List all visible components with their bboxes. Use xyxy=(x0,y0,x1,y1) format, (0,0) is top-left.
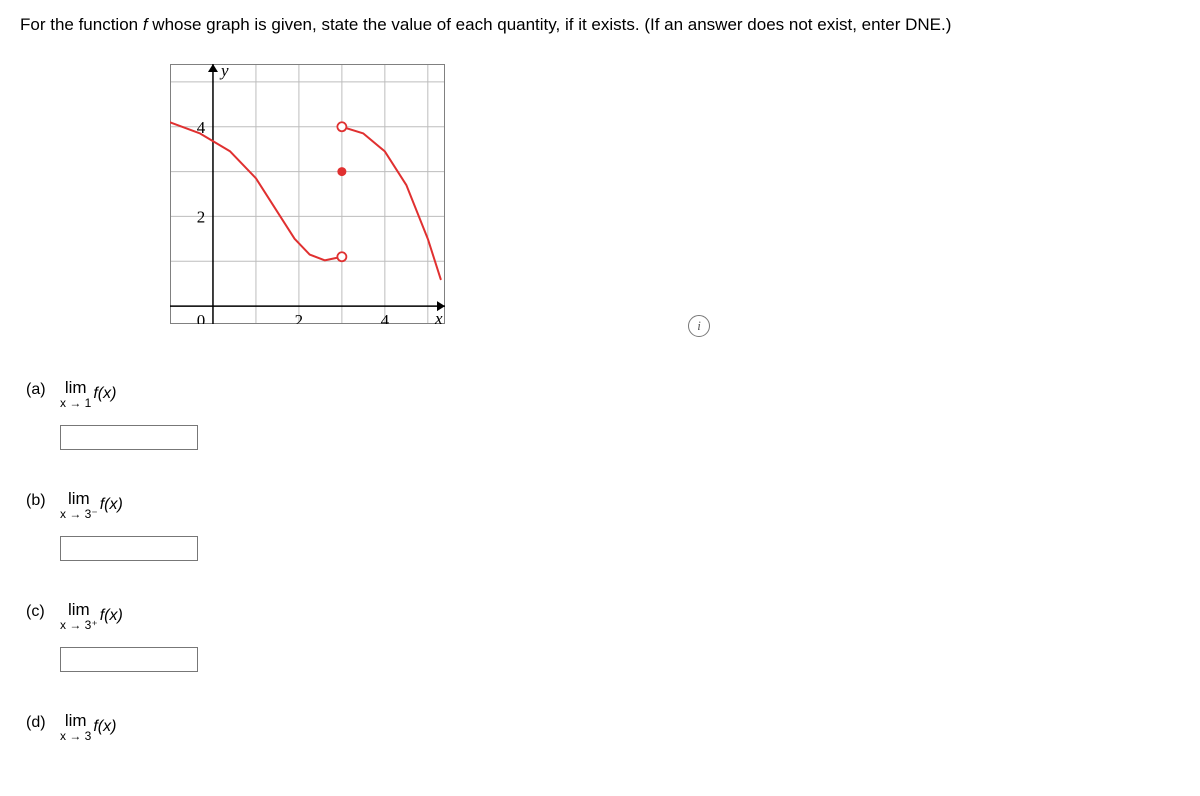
question-label: (d) xyxy=(26,712,60,732)
question-a: (a)limx → 1f(x) xyxy=(26,379,1180,450)
question-label: (a) xyxy=(26,379,60,399)
limit-expression: limx → 3⁻f(x) xyxy=(60,490,123,520)
y-tick-label: 2 xyxy=(197,208,206,227)
info-icon[interactable]: i xyxy=(688,315,710,337)
question-c: (c)limx → 3⁺f(x) xyxy=(26,601,1180,672)
function-graph: yx02424 xyxy=(170,64,445,324)
limit-expression: limx → 3f(x) xyxy=(60,712,116,742)
question-d: (d)limx → 3f(x) xyxy=(26,712,1180,742)
lim-operator: limx → 3⁻ xyxy=(60,490,98,520)
answer-box xyxy=(60,647,1180,672)
fx-text: f(x) xyxy=(100,607,123,624)
fx-text: f(x) xyxy=(93,385,116,402)
x-tick-label: 0 xyxy=(197,311,206,324)
lim-sub: x → 3⁻ xyxy=(60,508,98,520)
instruction-pre: For the function xyxy=(20,15,143,34)
lim-text: lim xyxy=(68,490,90,507)
question-b: (b)limx → 3⁻f(x) xyxy=(26,490,1180,561)
closed-point xyxy=(337,167,346,176)
x-tick-label: 2 xyxy=(295,311,304,324)
question-label: (c) xyxy=(26,601,60,621)
answer-input[interactable] xyxy=(60,647,198,672)
answer-input[interactable] xyxy=(60,425,198,450)
limit-expression: limx → 3⁺f(x) xyxy=(60,601,123,631)
fx-text: f(x) xyxy=(100,496,123,513)
open-point xyxy=(337,122,346,131)
answer-box xyxy=(60,425,1180,450)
instruction-text: For the function f whose graph is given,… xyxy=(20,14,1180,36)
y-axis-label: y xyxy=(219,64,229,80)
lim-sub: x → 3⁺ xyxy=(60,619,98,631)
lim-text: lim xyxy=(65,712,87,729)
answer-input[interactable] xyxy=(60,536,198,561)
limit-expression: limx → 1f(x) xyxy=(60,379,116,409)
graph-container: yx02424 i xyxy=(170,64,590,329)
lim-text: lim xyxy=(68,601,90,618)
x-axis-label: x xyxy=(434,309,443,324)
lim-operator: limx → 3 xyxy=(60,712,91,742)
instruction-post: whose graph is given, state the value of… xyxy=(148,15,952,34)
lim-operator: limx → 3⁺ xyxy=(60,601,98,631)
answer-box xyxy=(60,536,1180,561)
lim-sub: x → 3 xyxy=(60,730,91,742)
lim-text: lim xyxy=(65,379,87,396)
lim-operator: limx → 1 xyxy=(60,379,91,409)
open-point xyxy=(337,252,346,261)
x-tick-label: 4 xyxy=(381,311,390,324)
question-label: (b) xyxy=(26,490,60,510)
lim-sub: x → 1 xyxy=(60,397,91,409)
fx-text: f(x) xyxy=(93,718,116,735)
